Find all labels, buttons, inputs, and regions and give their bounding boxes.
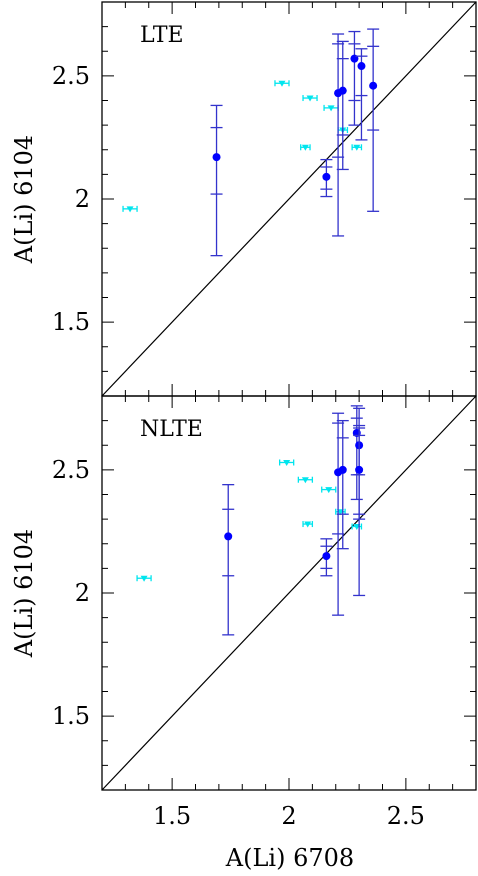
nlte-triangle-point xyxy=(325,487,333,494)
nlte-circle-point xyxy=(355,465,364,474)
nlte-y-tick-label: 2 xyxy=(75,579,90,607)
lte-triangle-point xyxy=(306,95,314,102)
lte-y-tick-label: 2 xyxy=(75,185,90,213)
lte-triangle-point xyxy=(301,144,309,151)
lte-circle-point xyxy=(369,81,378,90)
lte-triangle-point xyxy=(126,206,134,213)
lte-triangle-point xyxy=(278,80,286,87)
lte-y-tick-label: 2.5 xyxy=(52,62,90,90)
x-tick-label: 2.5 xyxy=(387,802,425,830)
lte-panel: 1.5 2 2.5 LTE xyxy=(52,1,477,397)
x-tick-label: 2 xyxy=(281,802,296,830)
nlte-circle-point xyxy=(224,532,233,541)
x-axis-title: A(Li) 6708 xyxy=(225,844,354,872)
nlte-circle-point xyxy=(338,465,347,474)
x-tick-label: 1.5 xyxy=(153,802,191,830)
nlte-panel: 1.5 2 2.5 1.5 2 2.5 NLTE xyxy=(52,395,477,830)
lte-circle-point xyxy=(212,153,221,162)
nlte-y-axis-title: A(Li) 6104 xyxy=(10,529,38,658)
lte-triangle-point xyxy=(327,105,335,112)
lte-identity-line xyxy=(101,1,477,397)
nlte-identity-line xyxy=(101,395,477,791)
lte-panel-label: LTE xyxy=(140,23,184,48)
nlte-triangle-point xyxy=(304,521,312,528)
nlte-triangle-point xyxy=(283,459,291,466)
lte-triangle-point xyxy=(353,144,361,151)
lte-circle-point xyxy=(357,62,366,71)
nlte-y-tick-label: 2.5 xyxy=(52,456,90,484)
lte-circle-point xyxy=(322,172,331,181)
nlte-y-tick-label: 1.5 xyxy=(52,702,90,730)
nlte-triangle-point xyxy=(140,575,148,582)
nlte-triangle-point xyxy=(301,477,309,484)
lte-y-tick-label: 1.5 xyxy=(52,308,90,336)
lte-circle-point xyxy=(338,86,347,95)
nlte-circle-point xyxy=(322,552,331,561)
nlte-panel-label: NLTE xyxy=(140,417,203,442)
lte-y-axis-title: A(Li) 6104 xyxy=(10,135,38,264)
